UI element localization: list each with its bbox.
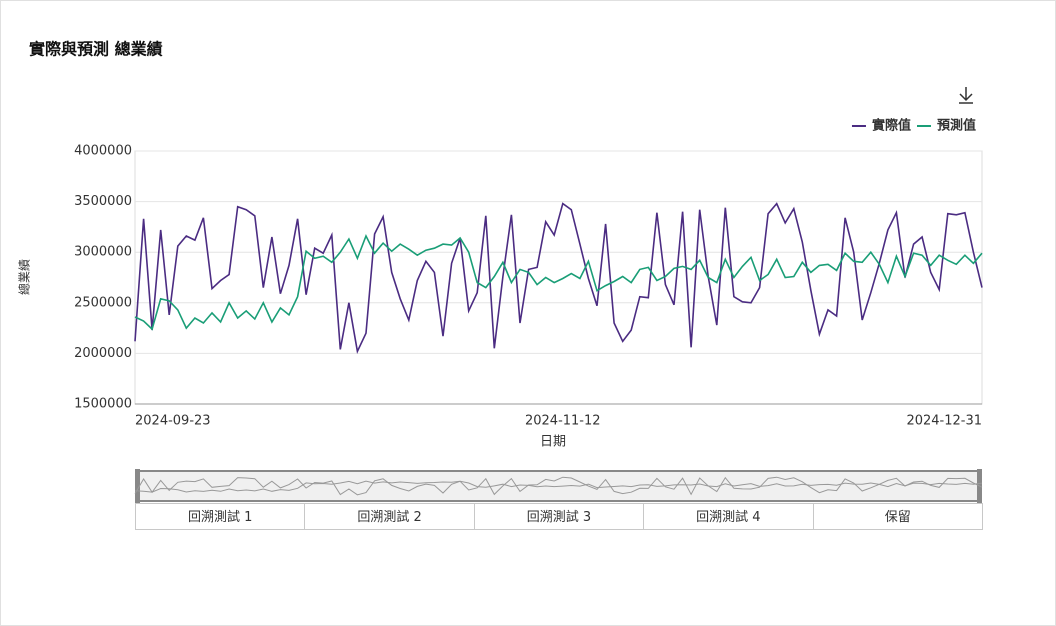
range-button[interactable]: 回溯測試 2	[304, 503, 475, 530]
y-tick-label: 4000000	[74, 144, 132, 159]
navigator-line	[134, 476, 983, 496]
navigator-line	[134, 480, 983, 493]
series-line	[134, 234, 983, 331]
y-axis-label: 總業績	[17, 259, 32, 295]
series-line	[134, 202, 983, 355]
download-button[interactable]	[959, 87, 973, 104]
x-tick-label: 2024-09-23	[135, 414, 211, 429]
y-tick-label: 1500000	[74, 397, 132, 412]
chart: 實際與預測 總業績 日期 總業績 1500000 2000000 2500000 30…	[17, 40, 983, 503]
legend-label[interactable]: 實際值	[872, 118, 911, 134]
y-tick-label: 3000000	[74, 245, 132, 260]
chart-title: 實際與預測 總業績	[29, 40, 163, 59]
x-tick-label: 2024-12-31	[906, 414, 982, 429]
x-axis-label: 日期	[540, 435, 566, 450]
range-button[interactable]: 回溯測試 1	[135, 503, 306, 530]
x-tick-label: 2024-11-12	[525, 414, 601, 429]
y-tick-label: 2500000	[74, 295, 132, 310]
range-button[interactable]: 回溯測試 3	[473, 503, 645, 530]
navigator-handle[interactable]	[135, 469, 140, 503]
y-tick-label: 2000000	[74, 346, 132, 361]
y-tick-label: 3500000	[74, 194, 132, 209]
range-button[interactable]: 保留	[812, 503, 983, 530]
download-icon[interactable]	[959, 87, 973, 104]
range-button[interactable]: 回溯測試 4	[643, 503, 814, 530]
legend-label[interactable]: 預測值	[937, 118, 976, 134]
